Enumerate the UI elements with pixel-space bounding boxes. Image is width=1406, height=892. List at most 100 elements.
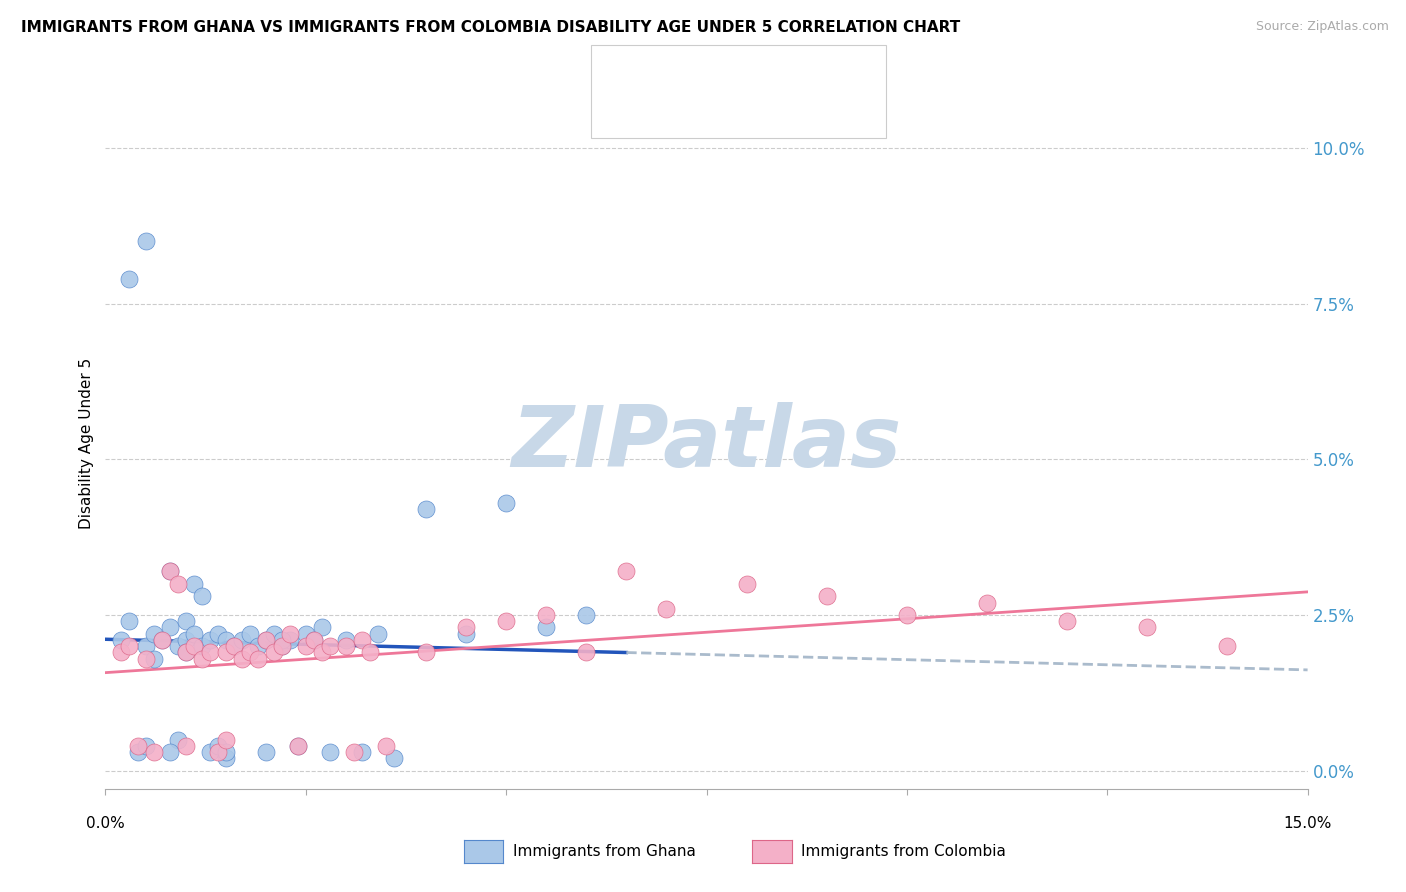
Point xyxy=(655,602,678,616)
Point xyxy=(142,745,165,759)
Text: R = -0.073   N = 48: R = -0.073 N = 48 xyxy=(641,103,804,121)
Point xyxy=(174,645,197,659)
Point xyxy=(159,565,181,579)
Y-axis label: Disability Age Under 5: Disability Age Under 5 xyxy=(79,359,94,529)
Point xyxy=(350,632,373,647)
Point xyxy=(270,632,292,647)
Point xyxy=(415,502,437,516)
Point xyxy=(254,632,277,647)
Point xyxy=(295,639,318,653)
Text: IMMIGRANTS FROM GHANA VS IMMIGRANTS FROM COLOMBIA DISABILITY AGE UNDER 5 CORRELA: IMMIGRANTS FROM GHANA VS IMMIGRANTS FROM… xyxy=(21,20,960,35)
Point xyxy=(239,645,262,659)
Text: 15.0%: 15.0% xyxy=(1284,816,1331,830)
Point xyxy=(142,651,165,665)
Point xyxy=(896,608,918,623)
Point xyxy=(374,739,398,753)
Point xyxy=(214,632,236,647)
Point xyxy=(575,608,598,623)
Point xyxy=(214,732,236,747)
Point xyxy=(278,632,301,647)
Point xyxy=(239,626,262,640)
Point xyxy=(174,739,197,753)
Point xyxy=(174,645,197,659)
Point xyxy=(735,577,758,591)
Point xyxy=(142,626,165,640)
Point xyxy=(183,639,205,653)
Text: Immigrants from Ghana: Immigrants from Ghana xyxy=(513,845,696,859)
Point xyxy=(183,577,205,591)
Point xyxy=(166,732,188,747)
Point xyxy=(575,645,598,659)
Point xyxy=(270,639,292,653)
Point xyxy=(110,632,132,647)
Point xyxy=(367,626,389,640)
Point xyxy=(135,739,157,753)
Point xyxy=(302,632,325,647)
Point xyxy=(976,596,998,610)
Point xyxy=(246,639,269,653)
Point xyxy=(198,632,221,647)
Point xyxy=(302,632,325,647)
Point xyxy=(174,632,197,647)
Point xyxy=(287,739,309,753)
Point xyxy=(207,739,229,753)
Point xyxy=(335,639,357,653)
Point xyxy=(159,620,181,634)
Point xyxy=(231,651,253,665)
Point xyxy=(214,745,236,759)
Point xyxy=(207,626,229,640)
Point xyxy=(118,614,141,628)
Point xyxy=(495,614,517,628)
Point xyxy=(214,751,236,765)
Text: Source: ZipAtlas.com: Source: ZipAtlas.com xyxy=(1256,20,1389,33)
Point xyxy=(319,639,342,653)
Point xyxy=(150,632,173,647)
Point xyxy=(534,608,557,623)
Text: Immigrants from Colombia: Immigrants from Colombia xyxy=(801,845,1007,859)
Point xyxy=(118,639,141,653)
Text: 0.0%: 0.0% xyxy=(86,816,125,830)
Point xyxy=(231,632,253,647)
Point xyxy=(166,639,188,653)
Point xyxy=(319,745,342,759)
Point xyxy=(159,745,181,759)
Point xyxy=(1216,639,1239,653)
Point xyxy=(359,645,381,659)
Point xyxy=(110,645,132,659)
Point xyxy=(295,626,318,640)
Text: R =  0.083   N = 53: R = 0.083 N = 53 xyxy=(641,65,803,83)
Point xyxy=(270,639,292,653)
Point xyxy=(198,645,221,659)
Point xyxy=(815,590,838,604)
Point xyxy=(311,645,333,659)
Point xyxy=(222,639,245,653)
Point xyxy=(287,739,309,753)
Point xyxy=(350,745,373,759)
Point xyxy=(198,745,221,759)
Point xyxy=(495,496,517,510)
Point xyxy=(166,577,188,591)
Point xyxy=(150,632,173,647)
Text: ZIPatlas: ZIPatlas xyxy=(512,402,901,485)
Point xyxy=(1136,620,1159,634)
Point xyxy=(456,620,478,634)
Point xyxy=(214,645,236,659)
Point xyxy=(135,235,157,249)
Point xyxy=(616,565,638,579)
Point xyxy=(183,626,205,640)
Point xyxy=(456,626,478,640)
Point xyxy=(311,620,333,634)
Point xyxy=(254,632,277,647)
Point xyxy=(335,632,357,647)
Point xyxy=(534,620,557,634)
Point xyxy=(246,651,269,665)
Point xyxy=(159,565,181,579)
Point xyxy=(415,645,437,659)
Point xyxy=(263,645,285,659)
Point xyxy=(263,626,285,640)
Point xyxy=(190,651,212,665)
Point xyxy=(174,614,197,628)
Point xyxy=(127,745,149,759)
Point xyxy=(278,626,301,640)
Point xyxy=(118,271,141,285)
